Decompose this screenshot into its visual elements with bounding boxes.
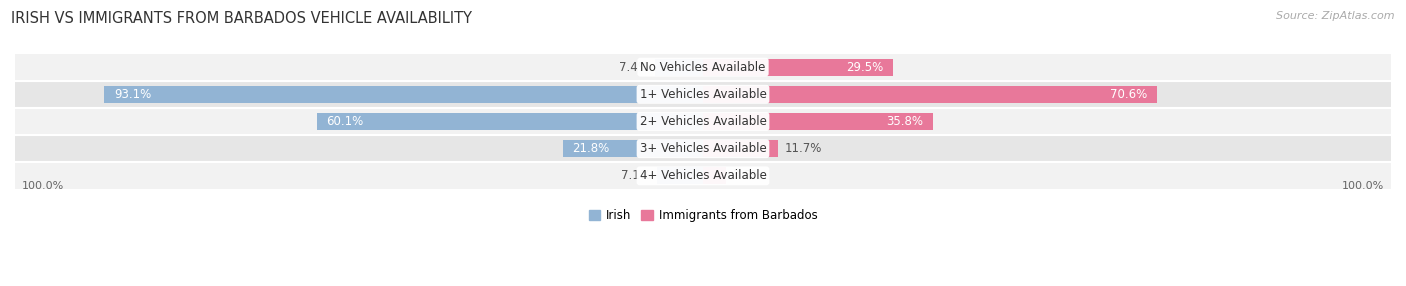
Text: 60.1%: 60.1% — [326, 115, 364, 128]
Bar — [0, 162, 1406, 189]
Text: Source: ZipAtlas.com: Source: ZipAtlas.com — [1277, 11, 1395, 21]
Text: 29.5%: 29.5% — [846, 61, 883, 74]
Bar — [703, 167, 725, 184]
Text: 3.6%: 3.6% — [733, 169, 762, 182]
Bar — [0, 108, 1406, 135]
Text: 21.8%: 21.8% — [572, 142, 610, 155]
Bar — [658, 167, 703, 184]
Text: 35.8%: 35.8% — [887, 115, 924, 128]
Text: 3+ Vehicles Available: 3+ Vehicles Available — [640, 142, 766, 155]
Text: 4+ Vehicles Available: 4+ Vehicles Available — [640, 169, 766, 182]
Text: 70.6%: 70.6% — [1111, 88, 1147, 101]
Bar — [703, 86, 1157, 103]
Text: 100.0%: 100.0% — [1343, 180, 1385, 190]
Bar — [104, 86, 703, 103]
Text: 1+ Vehicles Available: 1+ Vehicles Available — [640, 88, 766, 101]
Text: 7.4%: 7.4% — [619, 61, 650, 74]
Text: IRISH VS IMMIGRANTS FROM BARBADOS VEHICLE AVAILABILITY: IRISH VS IMMIGRANTS FROM BARBADOS VEHICL… — [11, 11, 472, 26]
Text: 11.7%: 11.7% — [785, 142, 823, 155]
Bar — [703, 59, 893, 76]
Bar — [316, 113, 703, 130]
Legend: Irish, Immigrants from Barbados: Irish, Immigrants from Barbados — [583, 204, 823, 227]
Text: 100.0%: 100.0% — [21, 180, 63, 190]
Bar — [0, 135, 1406, 162]
Text: 2+ Vehicles Available: 2+ Vehicles Available — [640, 115, 766, 128]
Bar — [0, 81, 1406, 108]
Bar — [655, 59, 703, 76]
Bar — [703, 113, 934, 130]
Bar — [703, 140, 779, 157]
Text: 7.1%: 7.1% — [621, 169, 651, 182]
Text: 93.1%: 93.1% — [114, 88, 152, 101]
Bar — [0, 53, 1406, 81]
Text: No Vehicles Available: No Vehicles Available — [640, 61, 766, 74]
Bar — [562, 140, 703, 157]
